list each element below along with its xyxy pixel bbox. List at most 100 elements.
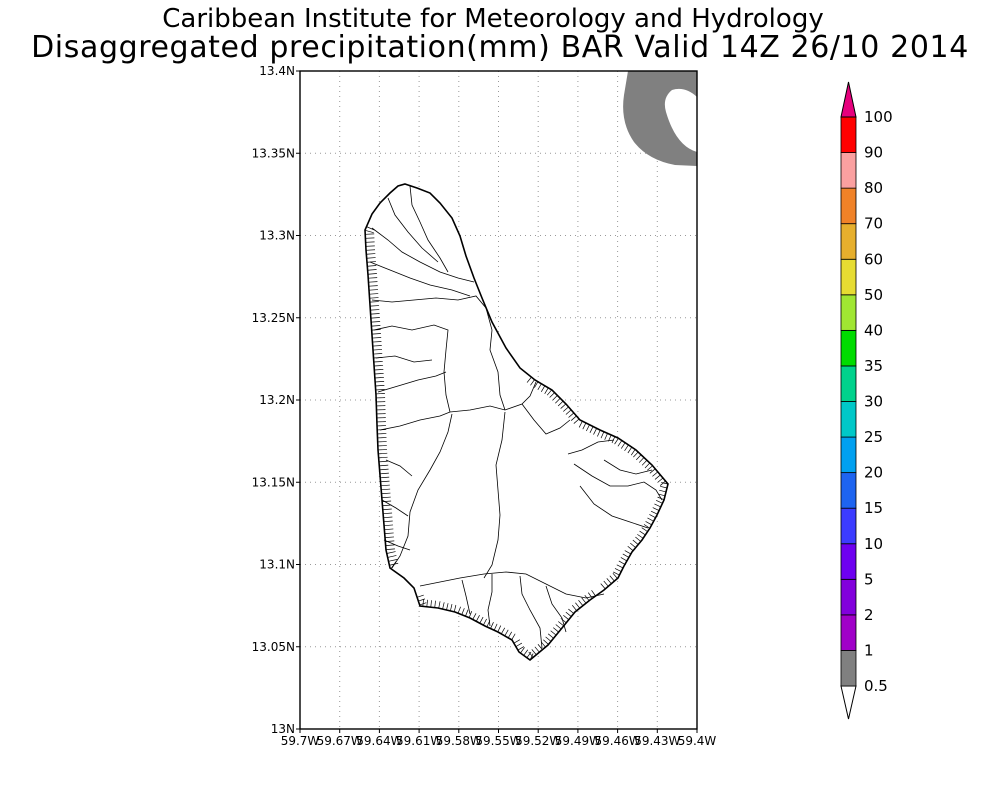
coast-hatch — [530, 379, 535, 386]
colorbar-under-triangle — [840, 685, 857, 720]
lon-tick-label: 59.58W — [436, 734, 482, 748]
coast-hatch — [655, 500, 663, 504]
coast-hatch — [540, 641, 546, 648]
coast-hatch — [649, 468, 656, 474]
lon-tick-label: 59.49W — [555, 734, 601, 748]
colorbar-swatch — [840, 187, 857, 225]
coast-hatch — [578, 600, 584, 606]
lat-tick-label: 13N — [271, 722, 295, 736]
coast-hatch — [578, 421, 583, 428]
coast-hatch — [378, 456, 388, 459]
lon-tick-label: 59.46W — [594, 734, 640, 748]
coast-hatch — [382, 500, 392, 503]
coast-hatch — [657, 496, 665, 500]
coast-hatch — [369, 301, 379, 303]
coast-hatch — [641, 459, 648, 466]
coast-hatch — [593, 428, 597, 435]
coast-hatch — [563, 614, 569, 620]
coast-hatch — [438, 601, 441, 609]
coast-hatch — [384, 532, 394, 534]
coast-hatch — [380, 484, 390, 487]
coast-hatch — [624, 444, 629, 451]
coast-hatch — [659, 489, 667, 493]
lat-tick-label: 13.3N — [259, 229, 295, 243]
coast-hatch — [591, 590, 596, 597]
coast-hatch — [630, 542, 636, 548]
coast-hatch — [617, 440, 623, 447]
coast-hatch — [385, 544, 395, 546]
lon-tick-label: 59.52W — [515, 734, 561, 748]
coast-hatch — [609, 575, 615, 582]
lon-tick-label: 59.55W — [475, 734, 521, 748]
coast-hatch — [647, 465, 653, 471]
coast-hatch — [364, 229, 374, 234]
coast-hatch — [588, 592, 593, 599]
coast-hatch — [382, 508, 392, 511]
chart-subtitle: Disaggregated precipitation(mm) BAR Vali… — [31, 30, 969, 65]
coast-hatch — [650, 510, 658, 515]
coast-hatch — [374, 365, 384, 367]
coast-hatch — [371, 325, 381, 327]
coast-hatch — [384, 528, 394, 531]
coast-hatch — [641, 527, 648, 532]
coast-hatch — [385, 540, 395, 542]
coast-hatch — [389, 562, 399, 566]
coast-hatch — [534, 646, 540, 653]
coast-hatch — [368, 277, 378, 279]
coast-hatch — [635, 536, 641, 542]
coast-hatch — [531, 649, 537, 655]
coast-hatch — [560, 403, 567, 409]
colorbar-swatch — [840, 152, 857, 189]
lat-tick-label: 13.35N — [252, 146, 295, 160]
coast-hatch — [386, 551, 396, 554]
coast-hatch — [549, 392, 555, 398]
coast-hatch — [468, 611, 473, 618]
coast-hatch — [465, 609, 469, 617]
coast-hatch — [555, 624, 562, 630]
colorbar-level-label: 60 — [864, 250, 883, 268]
lat-tick-label: 13.1N — [259, 558, 295, 572]
coast-hatch — [614, 438, 619, 445]
colorbar-swatch — [840, 650, 857, 687]
latitude-axis: 13.4N 13.35N 13.3N 13.25N 13.2N 13.15N 13.1N 13… — [252, 64, 300, 736]
coast-hatch — [545, 636, 552, 642]
coast-hatch — [638, 457, 645, 463]
coast-hatch — [613, 571, 620, 576]
coast-hatch — [540, 385, 546, 392]
coast-hatch — [368, 285, 378, 287]
coast-hatch — [426, 599, 428, 607]
coast-hatch — [568, 608, 575, 614]
coast-hatch — [372, 345, 382, 347]
coast-hatch — [652, 471, 659, 477]
coast-hatch — [565, 409, 572, 415]
colorbar-swatch — [840, 543, 857, 580]
colorbar-level-label: 1 — [864, 641, 874, 659]
coast-hatch — [658, 493, 666, 497]
coast-hatch — [571, 605, 577, 611]
coast-hatch — [380, 476, 390, 479]
coast-hatch — [379, 468, 389, 471]
colorbar-level-label: 30 — [864, 393, 883, 411]
coast-hatch — [645, 521, 652, 526]
coast-hatch — [366, 249, 376, 251]
coast-hatch — [371, 329, 381, 331]
coast-hatch — [624, 550, 632, 555]
lat-tick-label: 13.05N — [252, 640, 295, 654]
coast-hatch — [649, 514, 656, 519]
coast-hatch — [366, 261, 376, 263]
coast-hatch — [563, 406, 569, 412]
coast-hatch — [517, 646, 525, 651]
coast-hatch — [370, 305, 380, 307]
coast-hatch — [573, 418, 580, 424]
colorbar-level-label: 10 — [864, 535, 883, 553]
lon-tick-label: 59.61W — [396, 734, 442, 748]
coast-hatch — [608, 434, 612, 442]
coast-hatch — [374, 369, 384, 371]
colorbar-level-label: 100 — [864, 108, 893, 126]
coast-hatch — [529, 653, 534, 661]
coast-hatch — [526, 376, 532, 383]
coast-hatch — [661, 482, 669, 485]
coast-hatch — [368, 289, 379, 291]
coast-hatch — [565, 611, 572, 617]
coast-hatch — [555, 398, 561, 404]
